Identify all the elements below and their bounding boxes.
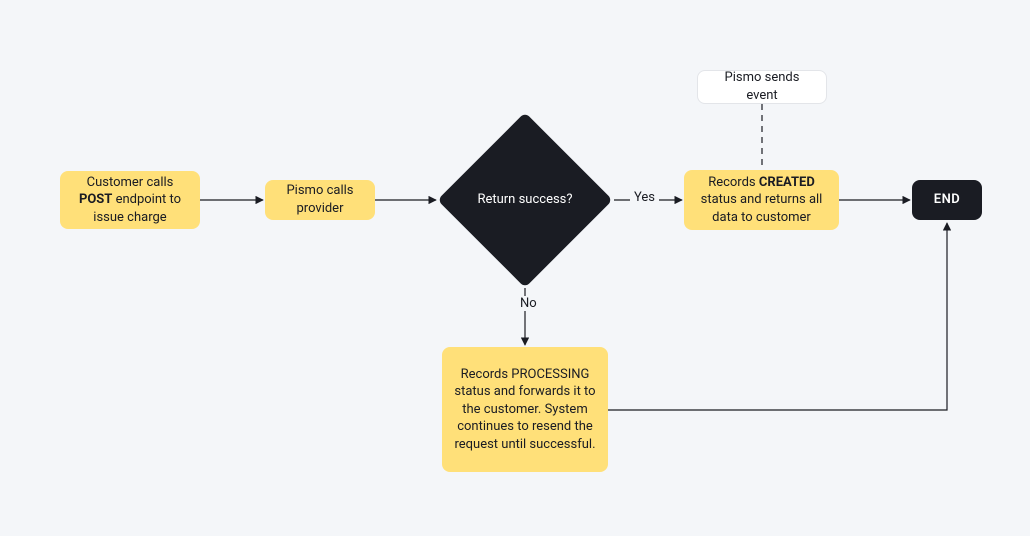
node-label: Records CREATED status and returns all d… xyxy=(696,174,827,227)
node-records-processing: Records PROCESSING status and forwards i… xyxy=(442,347,608,472)
node-end: END xyxy=(912,180,982,220)
node-label: END xyxy=(934,191,961,209)
node-customer-calls-post: Customer calls POST endpoint to issue ch… xyxy=(60,171,200,229)
edge-label-no: No xyxy=(516,296,541,311)
decision-label: Return success? xyxy=(455,192,595,207)
node-label: Pismo calls provider xyxy=(277,182,363,217)
node-label: Records PROCESSING status and forwards i… xyxy=(454,366,596,454)
edge-label-yes: Yes xyxy=(630,190,659,205)
node-label: Customer calls POST endpoint to issue ch… xyxy=(72,174,188,227)
node-pismo-calls-provider: Pismo calls provider xyxy=(265,180,375,220)
node-pismo-sends-event: Pismo sends event xyxy=(697,70,827,104)
node-records-created: Records CREATED status and returns all d… xyxy=(684,170,839,230)
node-label: Pismo sends event xyxy=(712,69,812,104)
